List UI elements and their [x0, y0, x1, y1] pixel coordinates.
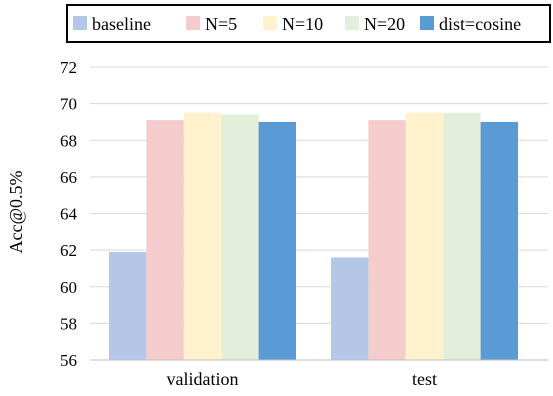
y-tick-label: 72: [60, 58, 77, 77]
y-tick-label: 56: [60, 351, 77, 370]
x-tick-label: test: [412, 369, 437, 389]
bar-n-20-validation: [221, 114, 259, 360]
legend: baseline N=5 N=10 N=20 dist=cosine: [66, 4, 551, 43]
y-tick-label: 66: [60, 168, 77, 187]
y-axis-label: Acc@0.5%: [6, 170, 26, 253]
legend-label: N=5: [205, 14, 237, 34]
legend-swatch: [73, 16, 87, 30]
legend-swatch: [186, 16, 200, 30]
y-tick-label: 58: [60, 314, 77, 333]
legend-swatch: [420, 16, 434, 30]
y-tick-label: 60: [60, 278, 77, 297]
y-tick-label: 70: [60, 95, 77, 114]
axes: 56 58 60 62 64 66 68 70 72 validation test: [60, 58, 548, 389]
bar-baseline-test: [331, 257, 369, 360]
bar-n-5-test: [368, 120, 406, 360]
legend-label: baseline: [92, 14, 151, 34]
bar-n-20-test: [443, 112, 481, 360]
y-tick-label: 62: [60, 241, 77, 260]
bars: [109, 112, 518, 360]
y-tick-label: 64: [60, 205, 78, 224]
x-tick-label: validation: [167, 369, 239, 389]
legend-swatch: [345, 16, 359, 30]
legend-swatch: [263, 16, 277, 30]
y-tick-label: 68: [60, 131, 77, 150]
bar-n-10-validation: [183, 112, 222, 360]
bar-dist-cosine-test: [480, 121, 518, 360]
bar-n-5-validation: [146, 120, 184, 360]
legend-label: N=10: [282, 14, 323, 34]
legend-label: N=20: [364, 14, 405, 34]
bar-baseline-validation: [109, 251, 147, 360]
legend-label: dist=cosine: [439, 14, 521, 34]
bar-dist-cosine-validation: [258, 121, 296, 360]
legend-frame: [66, 4, 551, 43]
bar-n-10-test: [405, 112, 444, 360]
